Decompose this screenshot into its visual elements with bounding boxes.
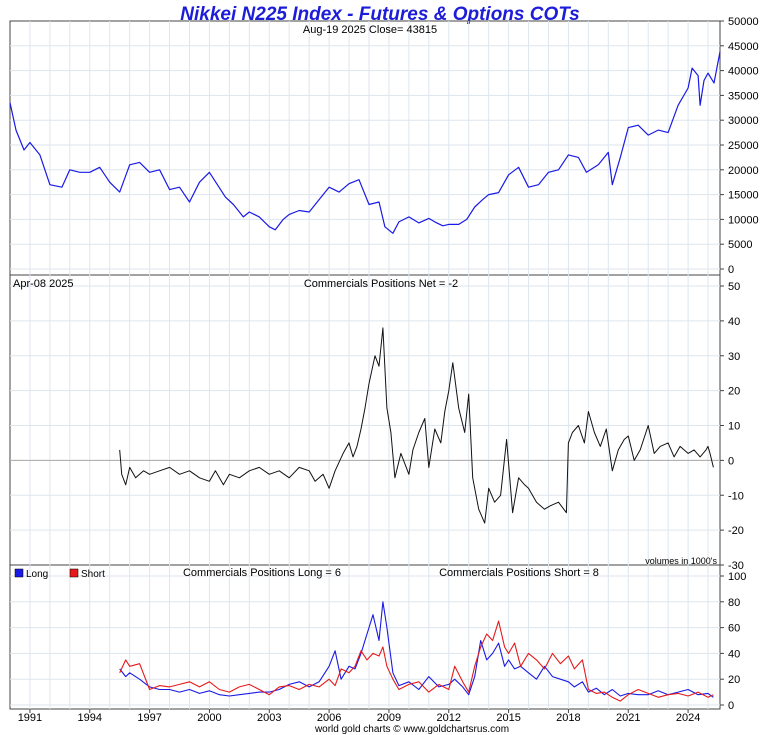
net-panel-frame <box>9 274 721 566</box>
x-tick-label: 2000 <box>197 712 221 724</box>
net-date-label: Apr-08 2025 <box>13 278 74 290</box>
x-tick-label: 2018 <box>556 712 580 724</box>
x-tick-label: 2015 <box>496 712 520 724</box>
y-tick-label: 35000 <box>728 90 759 102</box>
y-tick-label: 80 <box>728 597 740 609</box>
y-tick-label: 0 <box>728 455 734 467</box>
net-series-line <box>119 327 714 524</box>
y-tick-label: 25000 <box>728 140 759 152</box>
y-tick-label: 0 <box>728 700 734 712</box>
y-tick-label: 40 <box>728 316 740 328</box>
y-tick-label: 50 <box>728 281 740 293</box>
y-tick-label: 60 <box>728 623 740 635</box>
x-tick-label: 2003 <box>257 712 281 724</box>
short-title: Commercials Positions Short = 8 <box>439 567 599 579</box>
y-tick-label: 40 <box>728 648 740 660</box>
y-tick-label: 10 <box>728 421 740 433</box>
y-tick-label: 15000 <box>728 190 759 202</box>
y-tick-label: 30000 <box>728 115 759 127</box>
y-tick-label: 45000 <box>728 41 759 53</box>
y-tick-label: 20 <box>728 674 740 686</box>
short-series-line <box>119 620 714 702</box>
x-tick-label: 1994 <box>78 712 102 724</box>
x-tick-label: 2024 <box>676 712 700 724</box>
volume-note: volumes in 1000's <box>645 556 717 566</box>
series-lines <box>9 51 721 702</box>
y-tick-label: 5000 <box>728 239 752 251</box>
legend-long-label: Long <box>26 569 48 580</box>
x-tick-label: 2021 <box>616 712 640 724</box>
long-short-panel-frame <box>9 564 721 710</box>
axis-labels: 0500010000150002000025000300003500040000… <box>18 16 759 724</box>
legend-long-swatch <box>14 568 24 578</box>
long-series-line <box>119 601 714 698</box>
legend-short-swatch <box>69 568 79 578</box>
y-tick-label: 40000 <box>728 66 759 78</box>
y-tick-label: 20 <box>728 386 740 398</box>
y-tick-label: 30 <box>728 351 740 363</box>
y-tick-label: 50000 <box>728 16 759 28</box>
price-subtitle: Aug-19 2025 Close= 43815 <box>303 24 437 36</box>
x-tick-label: 1991 <box>18 712 42 724</box>
x-tick-label: 2006 <box>317 712 341 724</box>
y-tick-label: -10 <box>728 490 744 502</box>
y-tick-label: 10000 <box>728 214 759 226</box>
y-tick-label: -20 <box>728 525 744 537</box>
long-title: Commercials Positions Long = 6 <box>183 567 341 579</box>
x-tick-label: 2009 <box>377 712 401 724</box>
y-tick-label: 0 <box>728 264 734 276</box>
x-tick-label: 1997 <box>137 712 161 724</box>
price-series-line <box>9 51 721 234</box>
footer-credit: world gold charts © www.goldchartsrus.co… <box>314 724 509 735</box>
y-tick-label: 20000 <box>728 165 759 177</box>
x-tick-label: 2012 <box>437 712 461 724</box>
y-tick-label: 100 <box>728 571 746 583</box>
y-tick-label: -30 <box>728 560 744 572</box>
chart-title: Nikkei N225 Index - Futures & Options CO… <box>180 4 579 25</box>
price-panel-frame <box>9 20 721 276</box>
grid-lines <box>10 21 720 709</box>
net-title: Commercials Positions Net = -2 <box>304 278 458 290</box>
legend-short-label: Short <box>81 569 105 580</box>
